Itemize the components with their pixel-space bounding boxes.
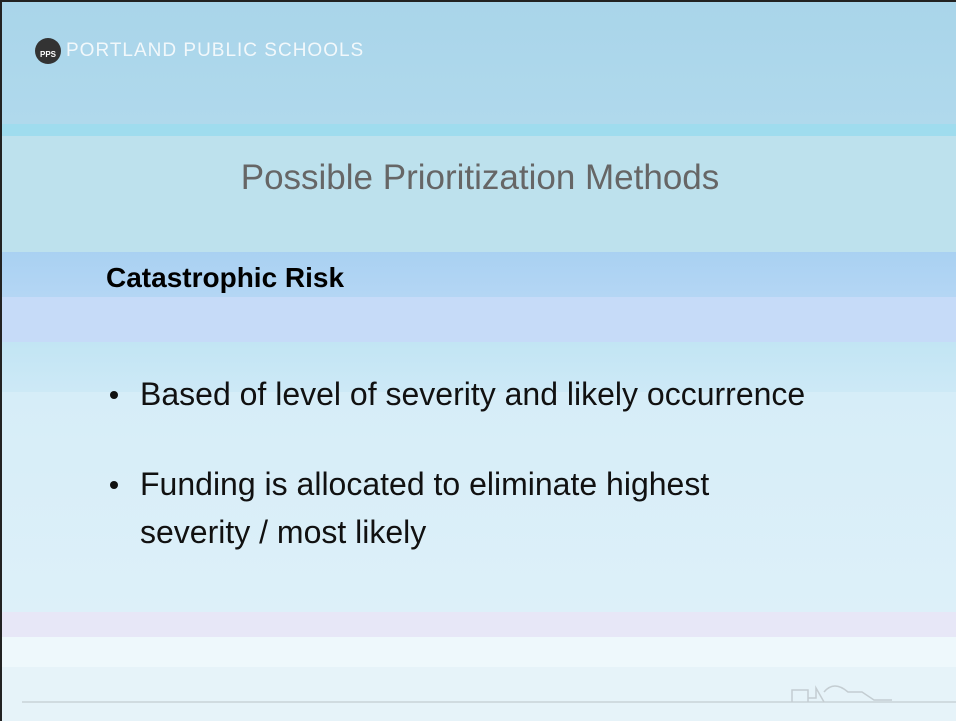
slide-title: Possible Prioritization Methods: [240, 158, 720, 197]
logo: PPS: [35, 38, 61, 64]
bullet: Based of level of severity and likely oc…: [106, 370, 826, 418]
organization: PORTLAND PUBLIC SCHOOLS: [66, 40, 365, 61]
skyline-icon: [791, 685, 892, 703]
subtitle: Catastrophic Risk: [106, 262, 345, 293]
bullet-list: Based of level of severity and likely oc…: [106, 370, 826, 598]
bullet: Funding is allocated to eliminate highes…: [106, 460, 826, 556]
footer-decoration: [22, 685, 956, 703]
